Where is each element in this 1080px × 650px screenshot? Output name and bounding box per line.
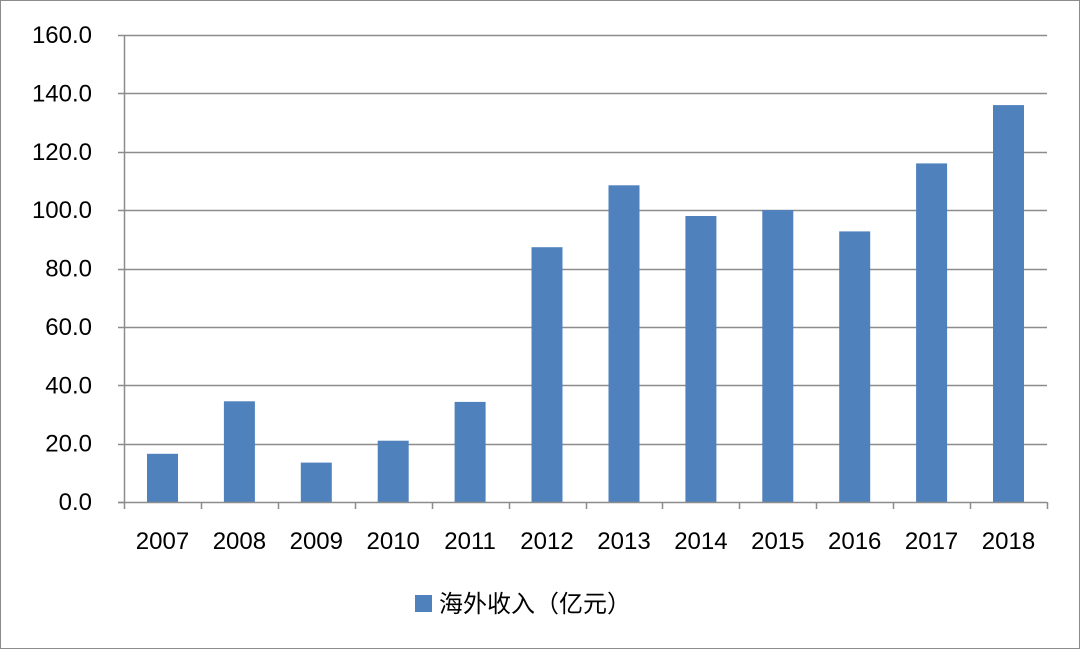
x-tick-label: 2017 <box>905 528 958 555</box>
y-tick-label: 160.0 <box>32 22 92 49</box>
bar-2018 <box>993 105 1024 502</box>
x-tick-label: 2012 <box>520 528 573 555</box>
x-tick-label: 2013 <box>597 528 650 555</box>
y-tick-label: 80.0 <box>45 256 92 283</box>
x-tick-labels: 2007 2008 2009 2010 2011 2012 2013 2014 2015 2016… <box>136 528 1035 555</box>
bar-2011 <box>454 401 486 502</box>
x-tick-label: 2011 <box>444 528 496 555</box>
bar-2017 <box>916 163 948 502</box>
legend-swatch <box>415 595 432 612</box>
x-tick-label: 2014 <box>674 528 727 555</box>
bar-2007 <box>147 453 178 502</box>
y-tick-label: 20.0 <box>45 431 92 458</box>
bar-2012 <box>531 247 563 502</box>
y-tick-label: 40.0 <box>45 372 92 399</box>
x-tick-label: 2007 <box>136 528 189 555</box>
bar-2014 <box>685 216 717 502</box>
bar-2010 <box>377 440 409 502</box>
x-tick-label: 2018 <box>982 528 1035 555</box>
y-tick-label: 100.0 <box>32 197 92 224</box>
y-tick-label: 120.0 <box>32 139 92 166</box>
bar-2016 <box>839 231 871 502</box>
legend: 海外收入（亿元） <box>415 590 631 618</box>
y-tick-label: 140.0 <box>32 80 92 107</box>
x-tick-label: 2009 <box>290 528 343 555</box>
bar-2013 <box>608 185 640 503</box>
bar-2008 <box>223 401 255 502</box>
legend-label: 海外收入（亿元） <box>439 590 631 618</box>
axes <box>118 34 1049 509</box>
x-tick-label: 2010 <box>367 528 420 555</box>
x-tick-label: 2008 <box>213 528 266 555</box>
bar-2009 <box>300 462 332 502</box>
bar-2015 <box>762 210 794 502</box>
bars <box>147 105 1024 503</box>
x-tick-label: 2015 <box>751 528 804 555</box>
y-tick-label: 60.0 <box>45 314 92 341</box>
y-tick-label: 0.0 <box>59 489 92 516</box>
gridlines <box>124 34 1047 446</box>
y-tick-labels: 0.0 20.0 40.0 60.0 80.0 100.0 120.0 140.0 160.0 <box>32 22 92 516</box>
x-tick-label: 2016 <box>828 528 881 555</box>
